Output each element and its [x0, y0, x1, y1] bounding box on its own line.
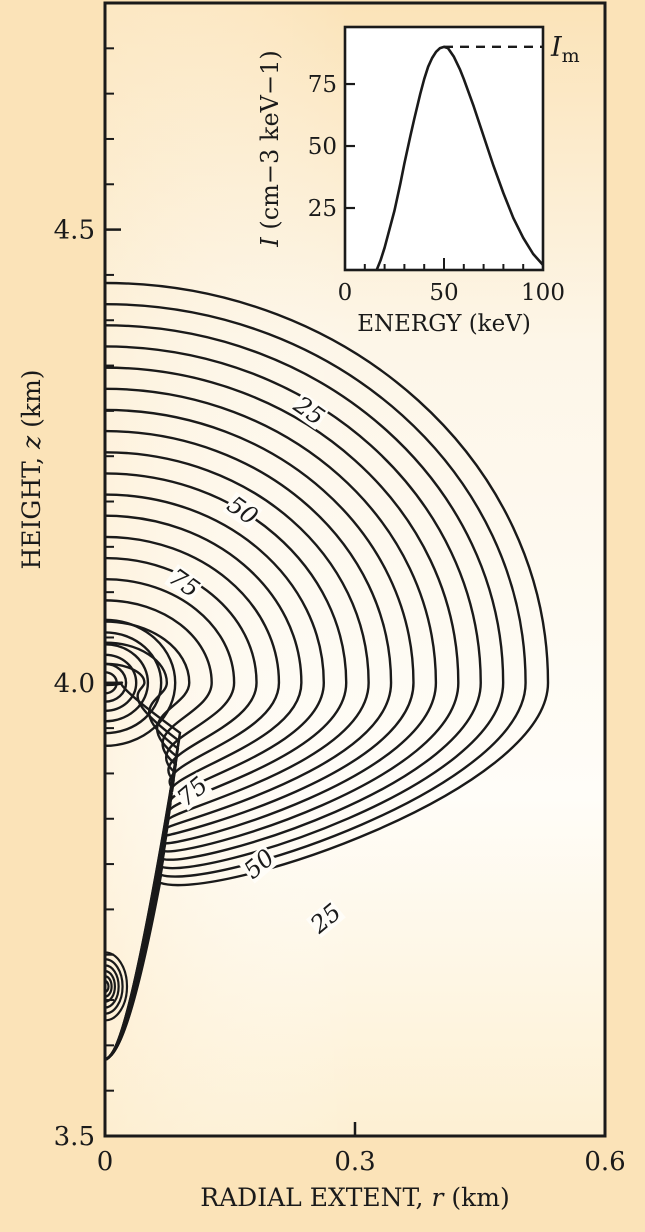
- main-axes: 3.5 4.0 4.5 0 0.3 0.6 RADIAL EXTENT, r (km) HEI…: [17, 2, 626, 1212]
- inset-chart: Im 25 50 75 0 50 100 ENERGY (keV) I (cm−3 keV−1): [256, 25, 580, 337]
- inset-x-tick-label: 100: [521, 280, 565, 306]
- main-plot-frame: [103, 1, 607, 1138]
- contour-label-mask: [305, 898, 346, 938]
- x-axis-label: RADIAL EXTENT, r (km): [200, 1183, 509, 1212]
- y-tick-label: 4.0: [54, 669, 95, 699]
- y-axis-label: HEIGHT, z (km): [17, 369, 46, 569]
- x-tick-label: 0: [97, 1147, 114, 1177]
- contour-line: [104, 653, 138, 712]
- contour-line: [104, 964, 120, 1009]
- inset-y-tick-label: 25: [308, 196, 337, 222]
- contour-label-mask: [289, 391, 330, 430]
- contour-label-mask: [222, 491, 263, 530]
- reference-line-label: Im: [550, 32, 580, 67]
- contour-label-mask: [172, 772, 213, 812]
- contour-line: [104, 975, 113, 998]
- contour-line: [104, 618, 177, 747]
- x-tick-label: 0.3: [334, 1147, 375, 1177]
- y-tick-label: 3.5: [54, 1122, 95, 1152]
- inset-x-axis-label: ENERGY (keV): [357, 311, 531, 337]
- inset-x-tick-label: 0: [338, 280, 353, 306]
- inset-y-tick-label: 75: [308, 72, 337, 98]
- inset-series-line: [375, 45, 544, 271]
- inset-background: [345, 27, 543, 270]
- contour-line: [104, 643, 150, 723]
- inset-frame: [343, 25, 545, 272]
- contour-line: [104, 662, 128, 703]
- inset-y-axis-label: I (cm−3 keV−1): [256, 50, 284, 248]
- contour-label-mask: [164, 564, 205, 603]
- y-tick-label: 4.5: [54, 216, 95, 246]
- inset-x-tick-label: 50: [429, 280, 458, 306]
- contour-line: [104, 958, 124, 1015]
- contour-label-mask: [239, 844, 280, 884]
- inset-y-tick-label: 50: [308, 134, 337, 160]
- contour-line: [104, 631, 163, 735]
- contour-line: [104, 951, 128, 1022]
- x-tick-label: 0.6: [584, 1147, 625, 1177]
